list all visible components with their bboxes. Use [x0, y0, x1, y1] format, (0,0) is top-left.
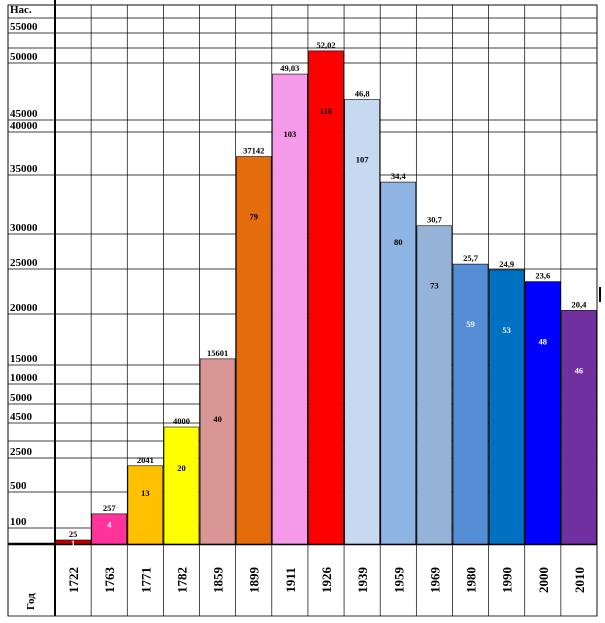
x-tick-label: 1771 [138, 567, 153, 593]
bar-1911 [272, 73, 308, 545]
bar-value-label: 4000 [173, 416, 190, 426]
bar-inner-label: 1 [71, 538, 75, 548]
x-tick-label: 1959 [391, 567, 406, 594]
bar-value-label: 23,6 [535, 271, 550, 281]
y-tick-label: 35000 [10, 163, 38, 175]
bar-1939 [344, 99, 380, 545]
bar-inner-label: 73 [430, 281, 439, 291]
bar-inner-label: 46 [575, 365, 584, 375]
x-tick-label: 1859 [211, 567, 226, 594]
y-tick-label: 100 [10, 516, 27, 528]
bar-1990 [488, 269, 525, 545]
y-tick-label: 40000 [10, 120, 38, 132]
y-tick-label: 45000 [10, 108, 38, 120]
y-tick-label: 50000 [10, 51, 38, 63]
y-tick-label: 20000 [10, 302, 38, 314]
bar-value-label: 24,9 [499, 259, 514, 269]
bar-value-label: 15601 [207, 348, 228, 358]
bar-1899 [235, 156, 272, 545]
x-tick-label: 1939 [355, 567, 370, 594]
x-tick-label: 1911 [283, 567, 298, 592]
y-tick-label: 25000 [10, 257, 38, 269]
x-tick-label: 2000 [536, 567, 551, 593]
bar-1763 [91, 513, 127, 545]
bar-value-label: 46,8 [355, 88, 370, 98]
bar-value-label: 52,02 [316, 40, 335, 50]
bar-value-label: 37142 [243, 146, 264, 156]
bar-1926 [308, 50, 344, 545]
y-axis-title: Нас. [10, 4, 32, 16]
x-axis-title: Год [25, 593, 37, 610]
bar-inner-label: 107 [356, 154, 370, 164]
bars: 251 257 4 2041 13 4000 20 15601 40 37142 79 49,03 10… [55, 40, 597, 548]
y-tick-label: 30000 [10, 222, 38, 234]
bar-1969 [416, 225, 453, 545]
y-tick-label: 5000 [10, 392, 33, 404]
bar-inner-label: 20 [177, 463, 186, 473]
y-tick-label: 2500 [10, 446, 33, 458]
y-tick-label: 10000 [10, 372, 38, 384]
bar-inner-label: 116 [320, 106, 332, 116]
bar-1782 [163, 426, 200, 545]
x-tick-label: 1990 [500, 567, 515, 593]
y-tick-label: 15000 [10, 353, 38, 365]
bar-value-label: 20,4 [571, 299, 587, 309]
bar-inner-label: 4 [107, 519, 112, 529]
y-tick-label: 4500 [10, 411, 33, 423]
bar-value-label: 30,7 [427, 215, 443, 225]
bar-1771 [127, 465, 164, 545]
bar-inner-label: 13 [141, 488, 150, 498]
x-tick-label: 1969 [427, 567, 442, 594]
bar-value-label: 25 [69, 529, 78, 539]
bar-inner-label: 40 [213, 414, 222, 424]
y-tick-label: 55000 [10, 21, 38, 33]
bar-inner-label: 103 [283, 129, 296, 139]
x-tick-labels: 1722 1763 1771 1782 1859 1899 1911 1926 1939 1959… [66, 567, 587, 594]
bar-1722 [55, 539, 91, 545]
bar-inner-label: 79 [249, 212, 258, 222]
bar-inner-label: 53 [502, 325, 511, 335]
y-tick-label: 500 [10, 480, 27, 492]
bar-value-label: 257 [103, 503, 117, 513]
bar-value-label: 34,4 [391, 171, 407, 181]
x-tick-label: 1782 [174, 567, 189, 593]
bar-1859 [199, 358, 236, 545]
x-tick-label: 1926 [319, 567, 334, 594]
x-tick-label: 2010 [572, 567, 587, 593]
bar-inner-label: 59 [466, 319, 475, 329]
x-tick-label: 1763 [102, 567, 117, 594]
x-tick-label: 1899 [247, 567, 262, 594]
bar-value-label: 25,7 [463, 253, 479, 263]
bar-value-label: 2041 [137, 455, 154, 465]
bar-1959 [380, 181, 417, 545]
bar-1980 [452, 263, 489, 545]
bar-2000 [525, 281, 561, 545]
bar-2010 [561, 310, 597, 545]
bar-value-label: 49,03 [280, 63, 299, 73]
bar-inner-label: 80 [394, 237, 403, 247]
x-tick-label: 1980 [464, 567, 479, 593]
bar-inner-label: 48 [539, 337, 548, 347]
x-tick-label: 1722 [66, 567, 81, 593]
